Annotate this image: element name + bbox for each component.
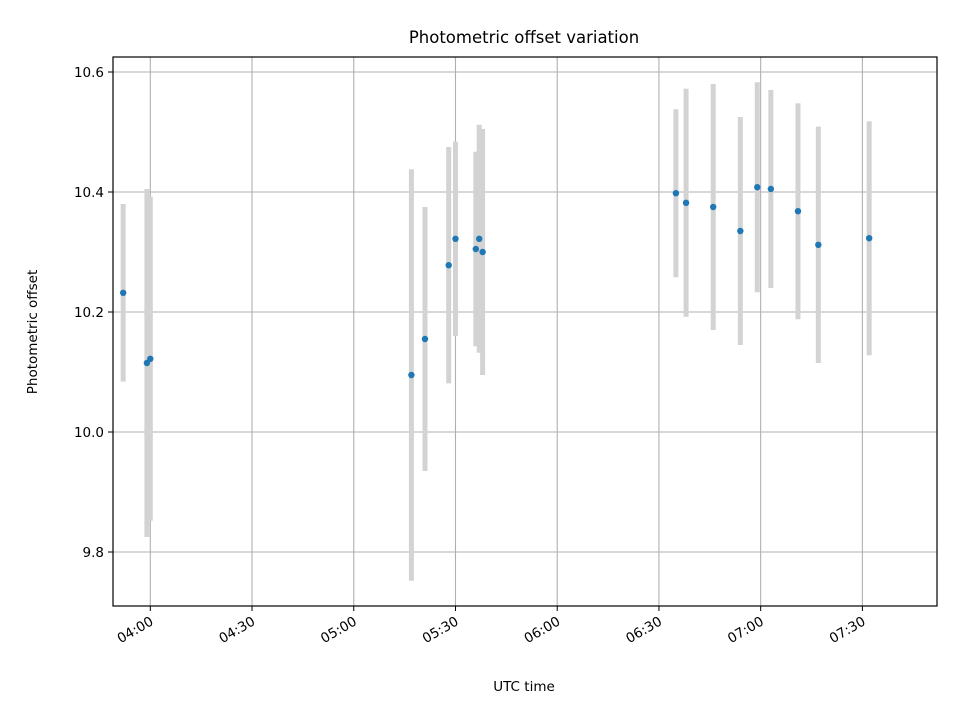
data-point [754, 184, 761, 191]
data-point [476, 235, 483, 242]
data-point [408, 371, 415, 379]
plot-frame [112, 56, 938, 607]
data-point [472, 245, 480, 253]
data-point [119, 289, 127, 296]
y-tick-label: 10.0 [74, 425, 104, 441]
data-point [672, 190, 680, 197]
x-axis-label: UTC time [493, 679, 555, 695]
y-axis-ticks: 9.8 10.0 10.2 10.4 10.6 [74, 65, 113, 561]
data-point [147, 355, 154, 362]
data-point [794, 208, 802, 215]
data-point [421, 335, 429, 343]
y-tick-label: 9.8 [83, 545, 104, 561]
data-point [479, 248, 486, 256]
data-point [737, 227, 744, 235]
data-points [119, 184, 873, 379]
y-tick-label: 10.4 [74, 185, 104, 201]
data-point [767, 185, 775, 193]
data-point [452, 235, 459, 242]
data-point [682, 199, 690, 206]
data-point [815, 241, 822, 248]
data-point [445, 262, 452, 269]
y-tick-label: 10.6 [74, 65, 104, 81]
chart-title: Photometric offset variation [409, 28, 639, 47]
data-point [865, 235, 873, 242]
data-point [709, 203, 717, 211]
y-axis-label: Photometric offset [25, 270, 41, 394]
y-tick-label: 10.2 [74, 305, 104, 321]
